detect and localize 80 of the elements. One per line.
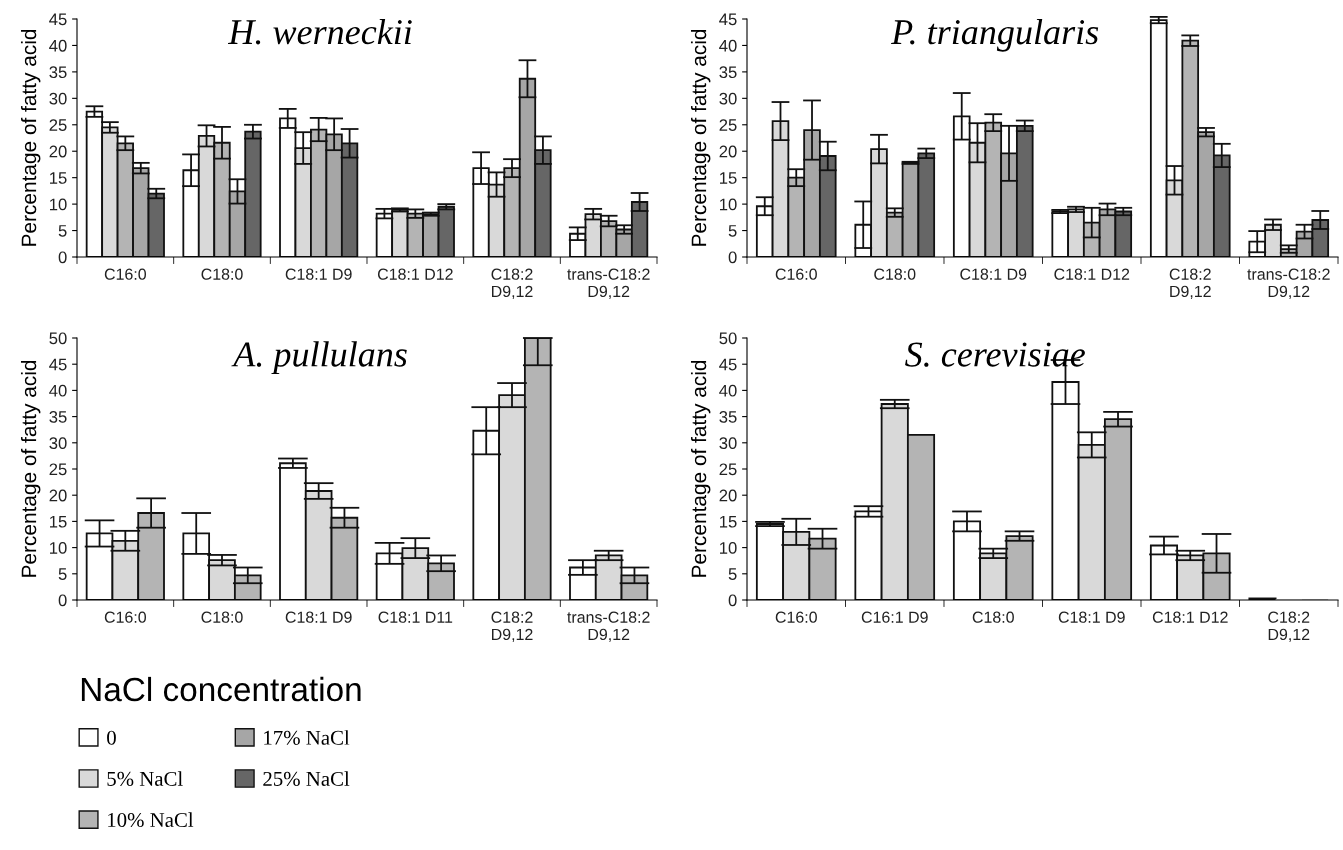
y-tick-label: 40 [49, 384, 67, 397]
y-tick-label: 25 [49, 119, 67, 131]
y-tick-label: 15 [720, 515, 737, 528]
y-tick-label: 40 [719, 39, 737, 52]
x-tick-label: C18:2 D9,12 [1268, 611, 1310, 642]
x-tick-label: C18:2 D9,12 [1169, 268, 1211, 299]
legend-label: 10% NaCl [108, 812, 194, 828]
y-axis-title: Percentage of fatty acid [20, 360, 41, 577]
y-tick-label: 40 [49, 39, 67, 52]
x-tick-label: C18:0 [201, 611, 243, 623]
y-tick-label: 5 [728, 568, 737, 580]
y-tick-label: 30 [49, 92, 67, 105]
y-tick-label: 30 [49, 437, 67, 449]
y-tick-label: 5 [58, 568, 67, 580]
y-tick-label: 15 [720, 172, 737, 184]
legend-label: 17% NaCl [264, 730, 350, 745]
y-tick-label: 10 [720, 198, 737, 211]
x-tick-label: C18:0 [201, 268, 243, 280]
y-tick-label: 45 [719, 358, 737, 371]
x-tick-label: C18:0 [972, 611, 1014, 623]
y-tick-label: 15 [50, 172, 67, 184]
y-tick-label: 0 [728, 251, 737, 264]
chart-title: S. cerevisiae [905, 342, 1085, 367]
x-tick-label: C16:0 [104, 268, 147, 280]
legend-title: NaCl concentration [81, 676, 361, 702]
y-tick-label: 10 [720, 542, 737, 554]
x-tick-label: C18:2 D9,12 [491, 268, 533, 299]
y-tick-label: 5 [58, 225, 67, 237]
y-tick-label: 20 [719, 145, 737, 158]
x-tick-label: C18:1 D12 [377, 268, 453, 280]
y-tick-label: 25 [719, 119, 737, 131]
x-tick-label: C18:1 D9 [960, 268, 1027, 280]
y-tick-label: 35 [719, 411, 737, 423]
x-tick-label: C18:0 [874, 268, 916, 280]
y-tick-label: 45 [49, 358, 67, 371]
x-tick-label: trans-C18:2 D9,12 [567, 268, 650, 299]
y-tick-label: 0 [58, 594, 67, 607]
chart-title: H. werneckii [227, 18, 412, 45]
x-tick-label: C18:1 D12 [1152, 611, 1228, 623]
y-tick-label: 20 [49, 489, 67, 502]
x-tick-label: C18:1 D11 [378, 611, 453, 623]
x-tick-label: C18:1 D12 [1054, 268, 1130, 280]
legend-label: 0 [107, 730, 116, 745]
y-tick-label: 50 [49, 332, 67, 345]
y-tick-label: 0 [58, 251, 67, 264]
y-tick-label: 35 [49, 66, 67, 79]
y-tick-label: 20 [49, 145, 67, 158]
y-axis-title: Percentage of fatty acid [20, 29, 41, 246]
x-tick-label: C16:0 [104, 611, 147, 623]
y-axis-title: Percentage of fatty acid [690, 360, 711, 577]
y-tick-label: 35 [49, 411, 67, 423]
y-axis-title: Percentage of fatty acid [690, 29, 711, 246]
y-tick-label: 50 [719, 332, 737, 345]
y-tick-label: 40 [719, 384, 737, 397]
y-tick-label: 15 [50, 515, 67, 528]
y-tick-label: 10 [50, 542, 67, 554]
y-tick-label: 0 [728, 594, 737, 607]
x-tick-label: C18:1 D9 [285, 268, 352, 280]
y-tick-label: 35 [719, 66, 737, 79]
y-tick-label: 30 [719, 437, 737, 449]
y-tick-label: 5 [728, 225, 737, 237]
y-tick-label: 20 [719, 489, 737, 502]
x-tick-label: C16:0 [775, 611, 817, 623]
y-tick-label: 45 [719, 13, 737, 26]
y-tick-label: 25 [719, 463, 737, 476]
y-tick-label: 10 [50, 198, 67, 211]
x-tick-label: C16:0 [775, 268, 817, 280]
x-tick-label: trans-C18:2 D9,12 [1247, 268, 1330, 299]
legend-label: 25% NaCl [263, 771, 350, 786]
x-tick-label: C18:1 D9 [285, 611, 352, 623]
legend-label: 5% NaCl [107, 771, 183, 786]
x-tick-label: C16:1 D9 [861, 611, 928, 623]
y-tick-label: 30 [719, 92, 737, 105]
chart-title: A. pullulans [231, 341, 407, 375]
chart-title: P. triangularis [891, 18, 1099, 52]
x-tick-label: trans-C18:2 D9,12 [567, 611, 650, 642]
y-tick-label: 25 [49, 463, 67, 476]
x-tick-label: C18:1 D9 [1058, 611, 1125, 623]
y-tick-label: 45 [49, 13, 67, 26]
x-tick-label: C18:2 D9,12 [491, 611, 533, 642]
